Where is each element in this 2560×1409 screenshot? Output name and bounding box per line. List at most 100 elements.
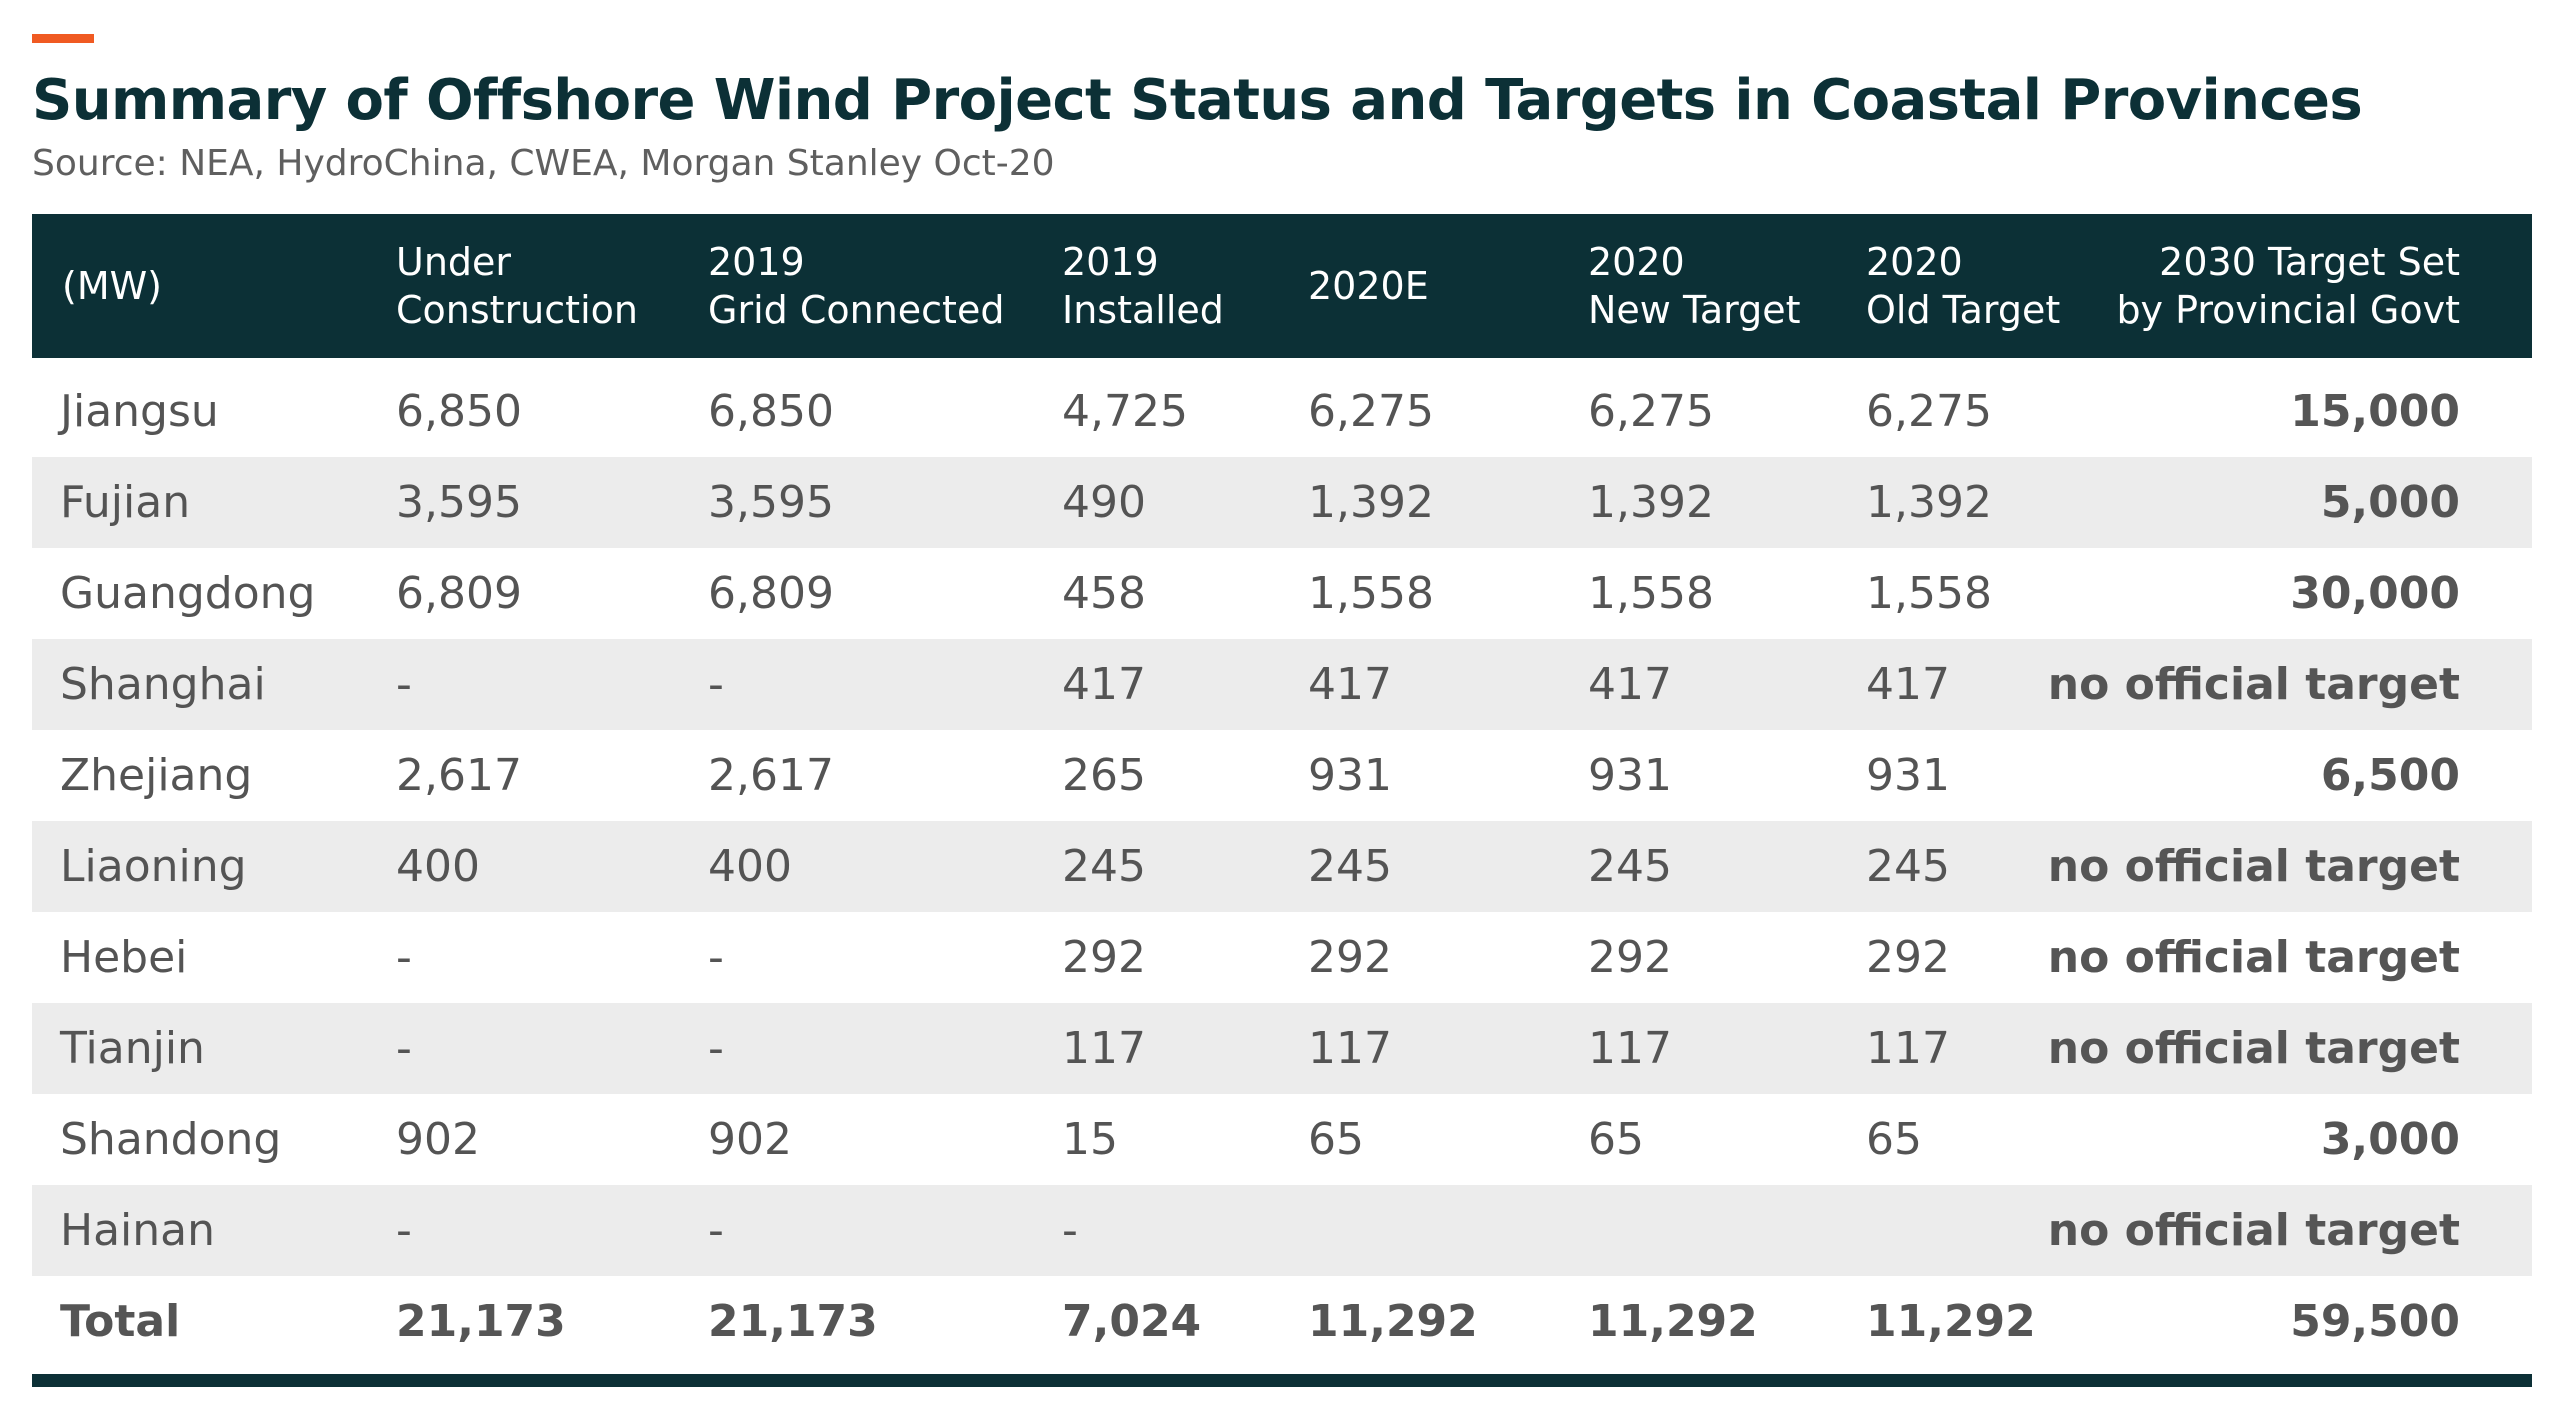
cell-2020e: 6,275 (1308, 386, 1434, 437)
accent-bar (32, 34, 94, 43)
cell-2030-target: 3,000 (2320, 1114, 2460, 1165)
cell-2019-grid-connected: 6,809 (708, 568, 834, 619)
header-2020e: 2020E (1308, 264, 1429, 308)
cell-2030-target: 59,500 (2290, 1296, 2460, 1347)
cell-2019-installed: 490 (1062, 477, 1146, 528)
cell-2020e: 417 (1308, 659, 1392, 710)
cell-under-construction: 3,595 (396, 477, 522, 528)
cell-province: Shandong (60, 1114, 282, 1165)
cell-2020-new-target: 931 (1588, 750, 1672, 801)
header-2019-grid-connected: 2019 Grid Connected (708, 240, 1005, 332)
cell-2020-old-target: 117 (1866, 1023, 1950, 1074)
cell-2020-old-target: 417 (1866, 659, 1950, 710)
source-note: Source: NEA, HydroChina, CWEA, Morgan St… (32, 143, 1055, 184)
table-row: Zhejiang 2,617 2,617 265 931 931 931 6,500 (32, 730, 2532, 821)
cell-2020-new-target: 6,275 (1588, 386, 1714, 437)
cell-2019-installed: - (1062, 1205, 1078, 1256)
cell-under-construction: 902 (396, 1114, 480, 1165)
cell-2020-old-target: 65 (1866, 1114, 1922, 1165)
cell-under-construction: 6,850 (396, 386, 522, 437)
cell-2019-grid-connected: - (708, 1205, 724, 1256)
cell-2019-grid-connected: 6,850 (708, 386, 834, 437)
cell-2020e: 292 (1308, 932, 1392, 983)
cell-2020-new-target: 11,292 (1588, 1296, 1758, 1347)
cell-2019-installed: 7,024 (1062, 1296, 1202, 1347)
header-2020-new-target: 2020 New Target (1588, 240, 1801, 332)
cell-2020-old-target: 11,292 (1866, 1296, 2036, 1347)
cell-2019-installed: 265 (1062, 750, 1146, 801)
table-row: Shanghai - - 417 417 417 417 no official target (32, 639, 2532, 730)
cell-province: Total (60, 1296, 181, 1347)
table-total-row: Total 21,173 21,173 7,024 11,292 11,292 11,292… (32, 1276, 2532, 1367)
cell-2020-old-target: 6,275 (1866, 386, 1992, 437)
cell-province: Hainan (60, 1205, 216, 1256)
table-row: Hebei - - 292 292 292 292 no official target (32, 912, 2532, 1003)
cell-2019-grid-connected: 902 (708, 1114, 792, 1165)
cell-province: Jiangsu (60, 386, 219, 437)
cell-2019-grid-connected: 400 (708, 841, 792, 892)
cell-2030-target: no official target (2047, 659, 2460, 710)
table-row: Tianjin - - 117 117 117 117 no official target (32, 1003, 2532, 1094)
cell-2019-installed: 15 (1062, 1114, 1118, 1165)
cell-2020-old-target: 292 (1866, 932, 1950, 983)
table-row: Guangdong 6,809 6,809 458 1,558 1,558 1,558 30,… (32, 548, 2532, 639)
cell-2030-target: 30,000 (2290, 568, 2460, 619)
cell-2020e: 11,292 (1308, 1296, 1478, 1347)
cell-2019-installed: 117 (1062, 1023, 1146, 1074)
cell-2019-installed: 458 (1062, 568, 1146, 619)
cell-province: Liaoning (60, 841, 247, 892)
cell-2020e: 65 (1308, 1114, 1364, 1165)
summary-table: (MW) Under Construction 2019 Grid Connecte… (32, 214, 2532, 1387)
table-body: Jiangsu 6,850 6,850 4,725 6,275 6,275 6,275 15,… (32, 366, 2532, 1367)
header-2030-target: 2030 Target Set by Provincial Govt (2116, 240, 2460, 332)
cell-2020-new-target: 1,392 (1588, 477, 1714, 528)
cell-2019-grid-connected: - (708, 1023, 724, 1074)
cell-2030-target: no official target (2047, 1205, 2460, 1256)
cell-2030-target: no official target (2047, 841, 2460, 892)
table-row: Shandong 902 902 15 65 65 65 3,000 (32, 1094, 2532, 1185)
header-under-construction: Under Construction (396, 240, 638, 332)
cell-2019-grid-connected: 21,173 (708, 1296, 878, 1347)
table-bottom-rule (32, 1374, 2532, 1387)
header-2019-installed: 2019 Installed (1062, 240, 1224, 332)
cell-2030-target: no official target (2047, 1023, 2460, 1074)
cell-2019-installed: 417 (1062, 659, 1146, 710)
cell-2030-target: 6,500 (2320, 750, 2460, 801)
cell-2030-target: 5,000 (2320, 477, 2460, 528)
cell-2019-installed: 4,725 (1062, 386, 1188, 437)
table-row: Liaoning 400 400 245 245 245 245 no official ta… (32, 821, 2532, 912)
cell-2020-new-target: 1,558 (1588, 568, 1714, 619)
cell-under-construction: 6,809 (396, 568, 522, 619)
cell-2020e: 931 (1308, 750, 1392, 801)
cell-under-construction: 21,173 (396, 1296, 566, 1347)
cell-2020e: 245 (1308, 841, 1392, 892)
cell-2020-old-target: 245 (1866, 841, 1950, 892)
cell-under-construction: 2,617 (396, 750, 522, 801)
cell-province: Zhejiang (60, 750, 253, 801)
cell-province: Fujian (60, 477, 191, 528)
header-unit: (MW) (62, 264, 163, 308)
cell-2030-target: no official target (2047, 932, 2460, 983)
table-row: Hainan - - - no official target (32, 1185, 2532, 1276)
cell-2020-new-target: 245 (1588, 841, 1672, 892)
cell-province: Tianjin (60, 1023, 205, 1074)
cell-2020-old-target: 1,558 (1866, 568, 1992, 619)
cell-province: Hebei (60, 932, 188, 983)
cell-province: Shanghai (60, 659, 266, 710)
cell-2020-new-target: 417 (1588, 659, 1672, 710)
cell-2030-target: 15,000 (2290, 386, 2460, 437)
table-row: Jiangsu 6,850 6,850 4,725 6,275 6,275 6,275 15,… (32, 366, 2532, 457)
table-row: Fujian 3,595 3,595 490 1,392 1,392 1,392 5,000 (32, 457, 2532, 548)
cell-2020-new-target: 292 (1588, 932, 1672, 983)
cell-2020-old-target: 931 (1866, 750, 1950, 801)
cell-2019-grid-connected: - (708, 932, 724, 983)
cell-2019-grid-connected: 3,595 (708, 477, 834, 528)
cell-under-construction: - (396, 1023, 412, 1074)
cell-2020-new-target: 117 (1588, 1023, 1672, 1074)
cell-under-construction: - (396, 932, 412, 983)
cell-2020e: 1,558 (1308, 568, 1434, 619)
cell-2019-installed: 245 (1062, 841, 1146, 892)
cell-under-construction: - (396, 659, 412, 710)
cell-under-construction: - (396, 1205, 412, 1256)
cell-2020-old-target: 1,392 (1866, 477, 1992, 528)
